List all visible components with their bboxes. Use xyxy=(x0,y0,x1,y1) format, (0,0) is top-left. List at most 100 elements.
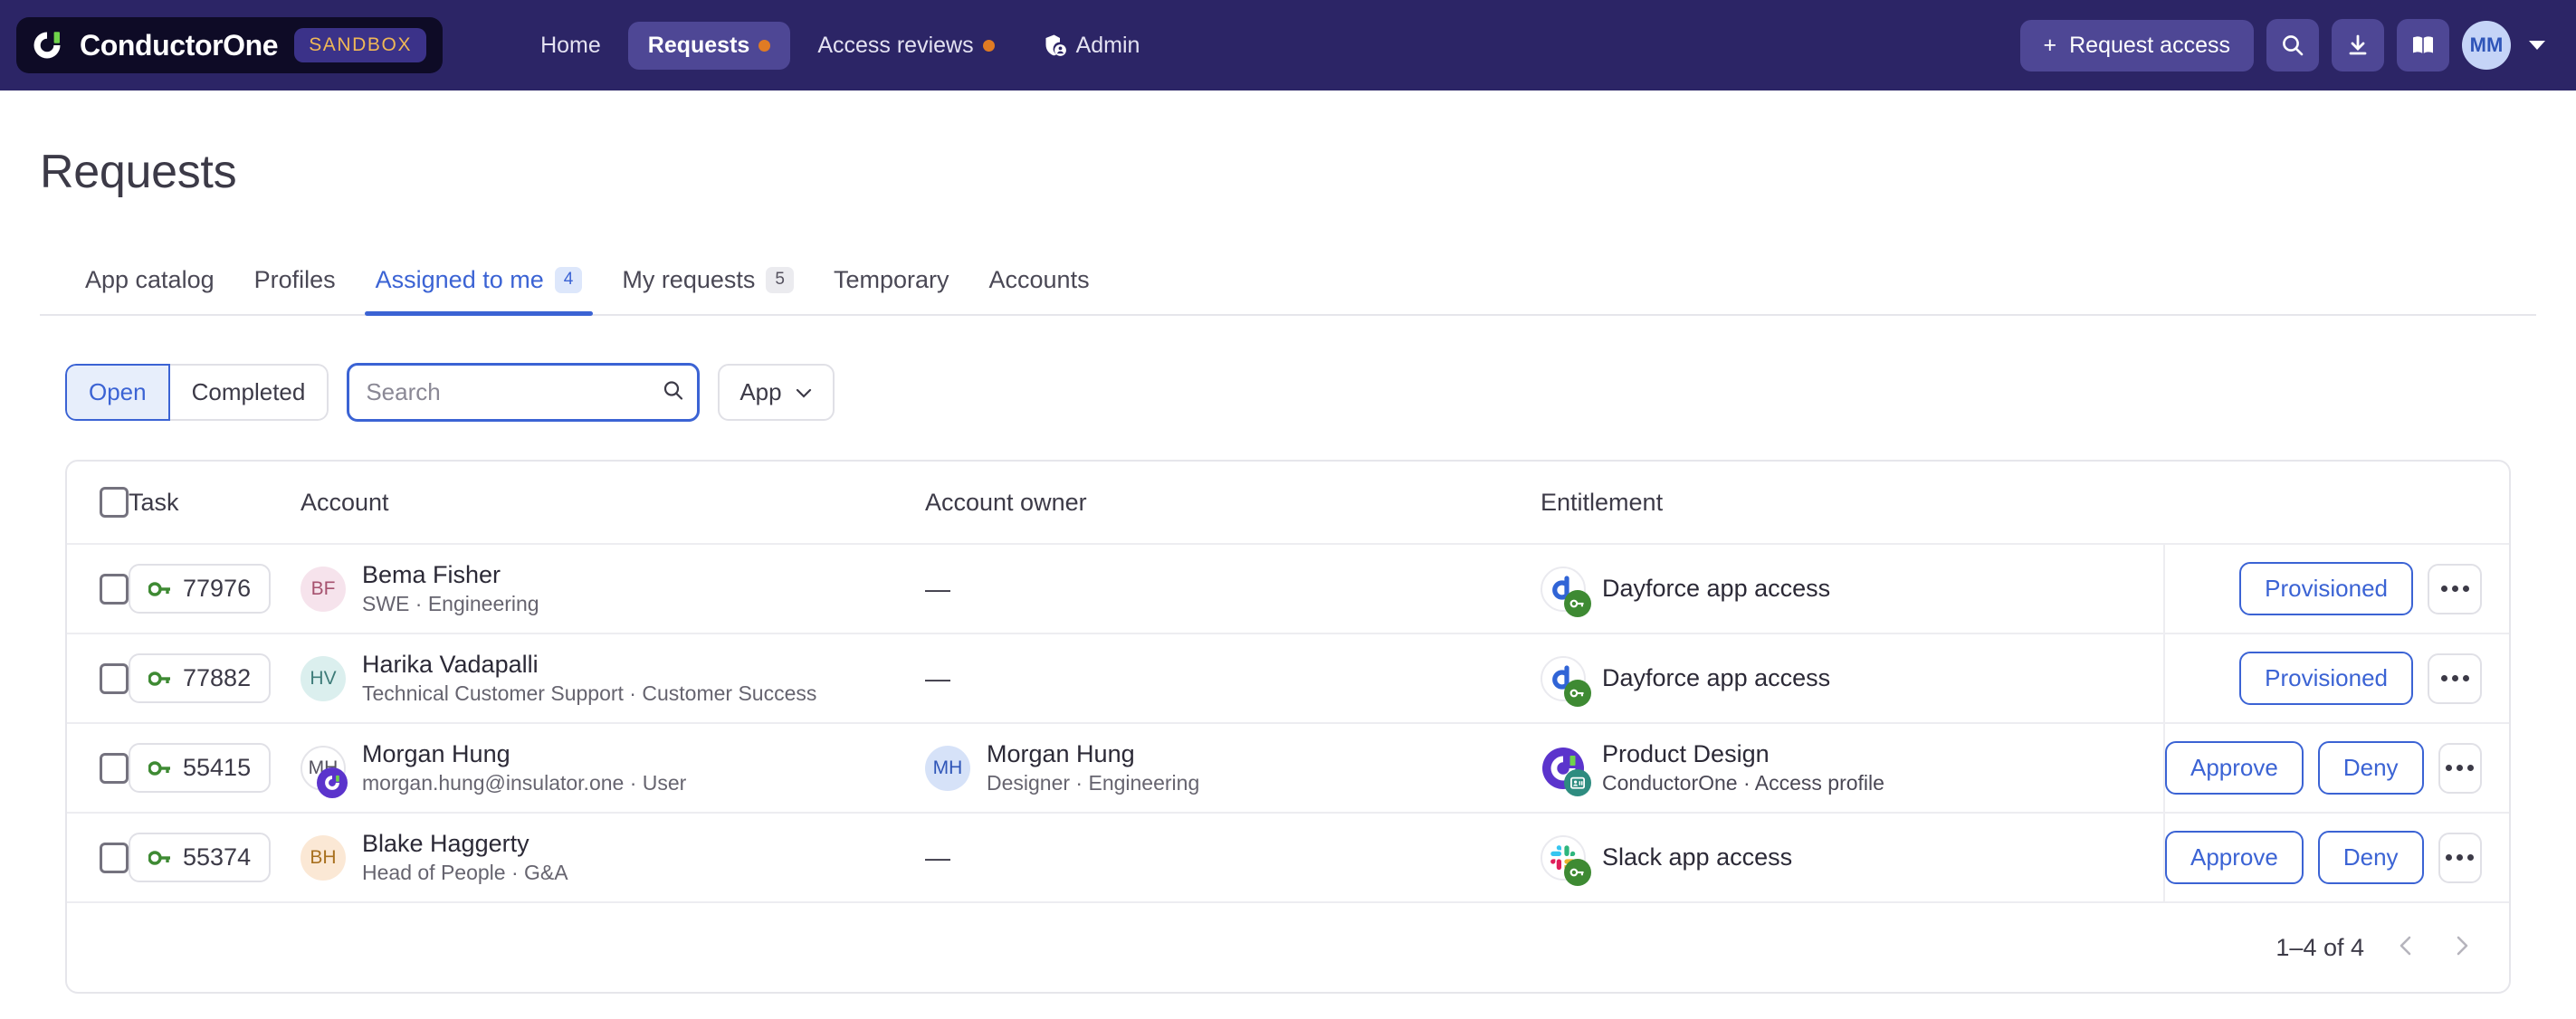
row-actions: Provisioned xyxy=(2163,545,2509,633)
nav-actions: + Request access xyxy=(2019,19,2545,71)
notification-dot-icon xyxy=(982,39,995,52)
more-horizontal-icon[interactable] xyxy=(2438,742,2482,794)
top-navigation-bar: ConductorOne SANDBOX Home Requests Acces… xyxy=(0,0,2576,90)
account-cell: BF Bema Fisher SWE · Engineering xyxy=(301,561,925,616)
nav-item-access-reviews[interactable]: Access reviews xyxy=(797,22,1014,70)
account-cell: MH Morgan Hung morgan.hung@insulator.one… xyxy=(301,740,925,798)
nav-item-requests[interactable]: Requests xyxy=(627,21,791,70)
chevron-left-icon[interactable] xyxy=(2395,934,2419,962)
task-id-label: 55415 xyxy=(183,754,252,781)
table-row[interactable]: 77882 HV Harika Vadapalli Technical Cust… xyxy=(67,634,2509,724)
more-horizontal-icon[interactable] xyxy=(2438,832,2482,883)
key-badge-icon xyxy=(1564,858,1591,886)
task-cell: 77882 xyxy=(129,653,301,703)
account-subtitle: morgan.hung@insulator.one · User xyxy=(362,771,687,795)
task-id-pill[interactable]: 55374 xyxy=(129,833,272,882)
tab-profiles[interactable]: Profiles xyxy=(234,257,356,314)
chevron-right-icon[interactable] xyxy=(2449,934,2473,962)
avatar[interactable]: MM xyxy=(2462,21,2511,70)
tab-label: My requests xyxy=(622,266,756,293)
select-all-checkbox[interactable] xyxy=(100,487,129,518)
plus-icon: + xyxy=(2043,32,2057,58)
row-checkbox[interactable] xyxy=(100,573,129,605)
task-id-label: 77976 xyxy=(183,575,252,602)
approve-button[interactable]: Approve xyxy=(2165,741,2304,795)
column-header-account: Account xyxy=(301,488,389,516)
column-header-entitlement: Entitlement xyxy=(1541,488,1664,516)
dayforce-icon xyxy=(1541,655,1591,707)
entitlement-cell: Slack app access xyxy=(1541,834,2163,886)
deny-button[interactable]: Deny xyxy=(2317,831,2424,884)
nav-item-admin[interactable]: Admin xyxy=(1022,22,1160,70)
key-icon xyxy=(148,760,172,776)
account-name: Bema Fisher xyxy=(362,561,501,588)
id-card-badge-icon xyxy=(1564,768,1591,796)
account-subtitle: Technical Customer Support · Customer Su… xyxy=(362,681,817,705)
task-id-pill[interactable]: 77882 xyxy=(129,653,272,703)
app-filter-dropdown[interactable]: App xyxy=(718,364,835,421)
tab-temporary[interactable]: Temporary xyxy=(814,257,969,314)
search-icon xyxy=(662,378,685,406)
deny-button[interactable]: Deny xyxy=(2317,741,2424,795)
tab-accounts[interactable]: Accounts xyxy=(969,257,1110,314)
account-owner-empty: — xyxy=(925,574,950,603)
download-icon-button[interactable] xyxy=(2332,19,2384,71)
tab-my-requests[interactable]: My requests 5 xyxy=(602,257,814,314)
nav-item-home[interactable]: Home xyxy=(520,22,621,70)
account-owner-cell: — xyxy=(925,575,1541,604)
column-header-actions xyxy=(2163,462,2509,543)
row-checkbox[interactable] xyxy=(100,842,129,873)
brand-name: ConductorOne xyxy=(80,28,279,62)
row-checkbox[interactable] xyxy=(100,662,129,694)
search-icon-button[interactable] xyxy=(2266,19,2319,71)
select-all-cell xyxy=(67,487,129,518)
nav-item-label: Access reviews xyxy=(817,32,974,58)
avatar: MH xyxy=(925,745,970,791)
page-title: Requests xyxy=(40,146,237,198)
chevron-down-icon xyxy=(795,386,813,399)
tab-label: Temporary xyxy=(833,266,949,293)
filter-completed-button[interactable]: Completed xyxy=(169,364,329,421)
search-input[interactable] xyxy=(347,363,701,422)
account-cell: HV Harika Vadapalli Technical Customer S… xyxy=(301,651,925,706)
conductorone-badge-icon xyxy=(317,767,348,798)
account-name: Blake Haggerty xyxy=(362,830,530,857)
row-select-cell xyxy=(67,573,129,605)
tab-assigned-to-me[interactable]: Assigned to me 4 xyxy=(356,257,603,316)
book-icon-button[interactable] xyxy=(2397,19,2449,71)
search-icon xyxy=(2280,33,2305,58)
more-horizontal-icon[interactable] xyxy=(2428,652,2482,704)
account-owner-cell: — xyxy=(925,664,1541,693)
avatar: HV xyxy=(301,655,346,701)
brand-logo-block[interactable]: ConductorOne SANDBOX xyxy=(16,17,444,73)
row-checkbox[interactable] xyxy=(100,752,129,784)
avatar-initials: MM xyxy=(2469,33,2504,56)
row-actions: Provisioned xyxy=(2163,634,2509,722)
table-row[interactable]: 77976 BF Bema Fisher SWE · Engineering — xyxy=(67,545,2509,634)
entitlement-cell: Dayforce app access xyxy=(1541,566,2163,617)
request-access-button[interactable]: + Request access xyxy=(2019,19,2254,71)
account-person: MH Morgan Hung morgan.hung@insulator.one… xyxy=(301,740,687,798)
approve-button[interactable]: Approve xyxy=(2165,831,2304,884)
conductorone-icon xyxy=(1541,745,1591,796)
row-select-cell xyxy=(67,842,129,873)
provisioned-button[interactable]: Provisioned xyxy=(2239,652,2413,705)
row-actions: Approve Deny xyxy=(2163,814,2509,901)
filter-open-button[interactable]: Open xyxy=(65,364,170,421)
primary-nav: Home Requests Access reviews Admin xyxy=(520,21,1160,70)
table-row[interactable]: 55374 BH Blake Haggerty Head of People ·… xyxy=(67,814,2509,903)
more-horizontal-icon[interactable] xyxy=(2428,563,2482,614)
task-id-pill[interactable]: 77976 xyxy=(129,564,272,614)
avatar: BH xyxy=(301,834,346,881)
tab-badge: 4 xyxy=(554,267,583,293)
tab-app-catalog[interactable]: App catalog xyxy=(65,257,234,314)
provisioned-button[interactable]: Provisioned xyxy=(2239,562,2413,615)
key-icon xyxy=(148,581,172,597)
nav-item-label: Admin xyxy=(1075,32,1140,58)
task-id-pill[interactable]: 55415 xyxy=(129,743,272,793)
owner-name: Morgan Hung xyxy=(987,740,1135,767)
table-row[interactable]: 55415 MH Morgan Hung xyxy=(67,724,2509,814)
chevron-down-icon[interactable] xyxy=(2529,41,2545,50)
download-icon xyxy=(2346,33,2370,57)
notification-dot-icon xyxy=(758,39,771,52)
